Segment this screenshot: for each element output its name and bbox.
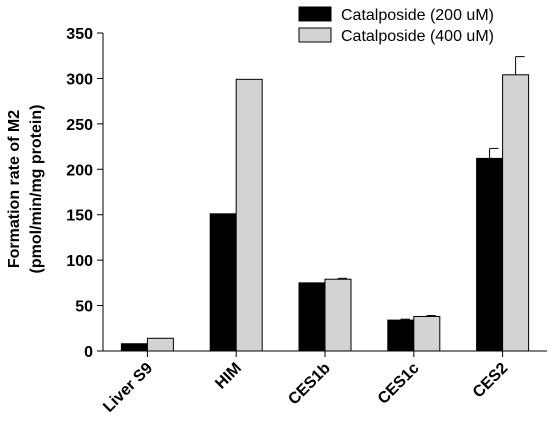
y-axis-title-line2: (pmol/min/mg protein): [28, 105, 45, 274]
legend-label-1: Catalposide (200 uM): [341, 7, 494, 24]
x-tick-label: Liver S9: [100, 360, 156, 416]
bar-him-series-1: [209, 213, 237, 352]
bar-ces1c-series-2: [413, 315, 441, 352]
x-tick-label: CES1b: [285, 360, 334, 409]
bars-group: [120, 74, 530, 352]
error-bars-group: [337, 56, 525, 321]
bar-ces1b-series-1: [298, 282, 326, 352]
legend-swatch-2: [298, 27, 332, 43]
bar-him-series-2: [235, 78, 263, 352]
bar-liver-s9-series-2: [146, 337, 174, 352]
bar-ces2-series-2: [502, 74, 530, 352]
y-axis: 0 50 100 150 200 250 300 350: [66, 26, 104, 361]
legend-swatch-1: [298, 6, 332, 22]
y-tick-label: 100: [66, 253, 93, 270]
y-tick-label: 350: [66, 26, 93, 43]
x-axis: Liver S9 HIM CES1b CES1c CES2: [100, 350, 547, 416]
y-tick-label: 50: [75, 299, 93, 316]
y-tick-label: 250: [66, 117, 93, 134]
y-tick-label: 0: [84, 344, 93, 361]
y-tick-label: 200: [66, 162, 93, 179]
legend: Catalposide (200 uM) Catalposide (400 uM): [298, 6, 494, 45]
legend-label-2: Catalposide (400 uM): [341, 28, 494, 45]
y-tick-label: 150: [66, 208, 93, 225]
x-tick-label: HIM: [212, 360, 245, 393]
y-axis-title: Formation rate of M2 (pmol/min/mg protei…: [6, 105, 45, 274]
x-tick-label: CES1c: [375, 360, 423, 408]
bar-ces1b-series-2: [324, 278, 352, 352]
bar-liver-s9-series-1: [120, 343, 148, 352]
y-tick-label: 300: [66, 71, 93, 88]
bar-ces1c-series-1: [387, 319, 415, 352]
y-axis-title-line1: Formation rate of M2: [6, 110, 23, 268]
bar-ces2-series-1: [476, 157, 504, 352]
x-tick-label: CES2: [470, 360, 512, 402]
